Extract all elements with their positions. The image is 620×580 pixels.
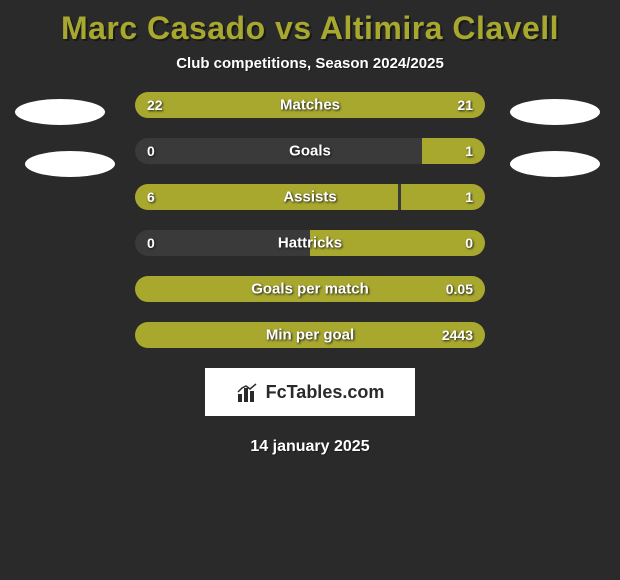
stat-value-left: 0 bbox=[147, 235, 155, 251]
stat-row-min-per-goal: Min per goal 2443 bbox=[135, 322, 485, 348]
logo-text: FcTables.com bbox=[266, 382, 385, 403]
player-left-avatar-2 bbox=[25, 151, 115, 177]
stat-value-right: 0 bbox=[465, 235, 473, 251]
stat-row-assists: 6 Assists 1 bbox=[135, 184, 485, 210]
player-right-avatar-2 bbox=[510, 151, 600, 177]
stat-label: Goals bbox=[289, 143, 331, 160]
stat-label: Hattricks bbox=[278, 235, 342, 252]
stat-label: Min per goal bbox=[266, 327, 354, 344]
stat-value-right: 1 bbox=[465, 143, 473, 159]
stat-label: Goals per match bbox=[251, 281, 369, 298]
stat-row-goals: 0 Goals 1 bbox=[135, 138, 485, 164]
stat-label: Assists bbox=[283, 189, 336, 206]
stat-value-left: 0 bbox=[147, 143, 155, 159]
stat-value-right: 0.05 bbox=[446, 281, 473, 297]
stat-row-goals-per-match: Goals per match 0.05 bbox=[135, 276, 485, 302]
stat-value-right: 21 bbox=[457, 97, 473, 113]
date-text: 14 january 2025 bbox=[0, 438, 620, 456]
chart-icon bbox=[236, 382, 260, 402]
bar-left bbox=[135, 184, 398, 210]
stat-label: Matches bbox=[280, 97, 340, 114]
player-left-avatar-1 bbox=[15, 99, 105, 125]
player-right-avatar-1 bbox=[510, 99, 600, 125]
bars-container: 22 Matches 21 0 Goals 1 6 Assists 1 0 Ha… bbox=[135, 92, 485, 348]
stat-value-left: 6 bbox=[147, 189, 155, 205]
stat-value-right: 2443 bbox=[442, 327, 473, 343]
stat-value-left: 22 bbox=[147, 97, 163, 113]
bar-right bbox=[422, 138, 485, 164]
logo-box: FcTables.com bbox=[205, 368, 415, 416]
comparison-subtitle: Club competitions, Season 2024/2025 bbox=[0, 55, 620, 92]
chart-area: 22 Matches 21 0 Goals 1 6 Assists 1 0 Ha… bbox=[0, 92, 620, 348]
stat-row-matches: 22 Matches 21 bbox=[135, 92, 485, 118]
comparison-title: Marc Casado vs Altimira Clavell bbox=[0, 0, 620, 55]
stat-value-right: 1 bbox=[465, 189, 473, 205]
stat-row-hattricks: 0 Hattricks 0 bbox=[135, 230, 485, 256]
